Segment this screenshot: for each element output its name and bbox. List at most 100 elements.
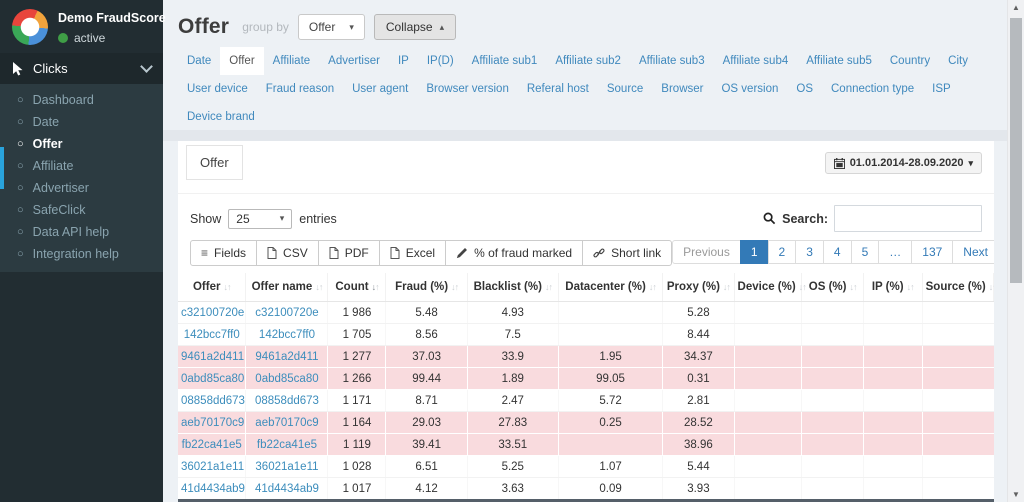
tab[interactable]: City [948, 55, 968, 67]
csv-button[interactable]: CSV [256, 240, 319, 266]
tab[interactable]: Browser version [426, 83, 509, 95]
tab[interactable]: Offer [220, 47, 264, 75]
datacenter-cell: 0.25 [558, 411, 664, 434]
entries-select[interactable]: 25 ▾ [228, 208, 293, 229]
offer-name-cell[interactable]: fb22ca41e5 [245, 433, 329, 456]
page-button[interactable]: … [878, 240, 913, 264]
sidebar-item[interactable]: ○ Data API help [0, 221, 163, 243]
count-cell: 1 705 [327, 323, 387, 346]
offer-cell[interactable]: 142bcc7ff0 [178, 323, 247, 346]
pdf-button[interactable]: PDF [317, 240, 380, 266]
column-header[interactable]: Fraud (%) ↓↑ [385, 273, 468, 302]
sidebar-section-clicks[interactable]: Clicks [0, 53, 163, 84]
offer-cell[interactable]: 41d4434ab9 [178, 477, 247, 500]
scroll-up-icon[interactable]: ▲ [1012, 3, 1020, 12]
column-header[interactable]: Device (%) ↓↑ [734, 273, 807, 302]
column-header[interactable]: Datacenter (%) ↓↑ [558, 273, 664, 302]
os-cell [801, 367, 864, 390]
sidebar-scroll-indicator[interactable] [0, 147, 4, 189]
column-header[interactable]: Blacklist (%) ↓↑ [467, 273, 559, 302]
date-range-button[interactable]: 01.01.2014-28.09.2020 ▾ [824, 152, 982, 174]
os-cell [801, 477, 864, 500]
offer-cell[interactable]: aeb70170c9 [178, 411, 247, 434]
offer-cell[interactable]: 9461a2d411 [178, 345, 247, 368]
sidebar-item[interactable]: ○ Integration help [0, 243, 163, 265]
page-button[interactable]: 5 [850, 240, 880, 264]
tab[interactable]: OS [796, 83, 813, 95]
tab[interactable]: Browser [661, 83, 704, 95]
offer-name-cell[interactable]: 142bcc7ff0 [245, 323, 329, 346]
page-button[interactable]: 3 [795, 240, 824, 264]
tab[interactable]: Connection type [831, 83, 915, 95]
column-header[interactable]: Count ↓↑ [327, 273, 387, 302]
offer-name-cell[interactable]: c32100720e [245, 301, 329, 324]
panel-card-tab[interactable]: Offer [186, 145, 243, 180]
tab[interactable]: Referal host [526, 83, 589, 95]
offer-name-cell[interactable]: 36021a1e11 [245, 455, 329, 478]
tab[interactable]: Date [187, 55, 212, 67]
tab[interactable]: ISP [932, 83, 951, 95]
sidebar-item[interactable]: ○ Offer [0, 133, 163, 155]
tab[interactable]: User device [187, 83, 248, 95]
tab[interactable]: Advertiser [328, 55, 380, 67]
tab[interactable]: Affiliate sub1 [471, 55, 538, 67]
page-scrollbar[interactable]: ▲ ▼ [1007, 0, 1024, 502]
page-button[interactable]: Next [952, 240, 994, 264]
offer-cell[interactable]: 0abd85ca80 [178, 367, 247, 390]
group-by-dropdown[interactable]: Offer ▾ [297, 14, 365, 40]
column-header[interactable]: Offer name ↓↑ [245, 273, 329, 302]
offer-cell[interactable]: 36021a1e11 [178, 455, 247, 478]
scroll-down-icon[interactable]: ▼ [1012, 490, 1020, 499]
offer-name-cell[interactable]: aeb70170c9 [245, 411, 329, 434]
offer-name-cell[interactable]: 41d4434ab9 [245, 477, 329, 500]
page-button[interactable]: 4 [822, 240, 852, 264]
sidebar-item[interactable]: ○ Advertiser [0, 177, 163, 199]
column-header[interactable]: Offer ↓↑ [178, 273, 247, 302]
sidebar-item-label: Date [32, 115, 60, 129]
caret-up-icon: ▴ [439, 21, 445, 32]
page-button[interactable]: Previous [672, 240, 741, 264]
offer-cell[interactable]: fb22ca41e5 [178, 433, 247, 456]
tab[interactable]: OS version [721, 83, 779, 95]
sidebar-item[interactable]: ○ SafeClick [0, 199, 163, 221]
tab[interactable]: Fraud reason [265, 83, 335, 95]
search-input[interactable] [834, 205, 982, 232]
column-header[interactable]: IP (%) ↓↑ [863, 273, 923, 302]
sort-icon: ↓↑ [544, 282, 553, 292]
tab[interactable]: Affiliate [272, 55, 311, 67]
tab[interactable]: Affiliate sub4 [722, 55, 789, 67]
tab[interactable]: Source [606, 83, 644, 95]
page-button[interactable]: 137 [911, 240, 954, 264]
page-button[interactable]: 2 [767, 240, 797, 264]
offer-name-cell[interactable]: 9461a2d411 [245, 345, 329, 368]
sidebar-item[interactable]: ○ Date [0, 111, 163, 133]
excel-button[interactable]: Excel [378, 240, 447, 266]
tab[interactable]: Affiliate sub3 [638, 55, 705, 67]
offer-cell[interactable]: 08858dd673 [178, 389, 247, 412]
page-button[interactable]: 1 [739, 240, 769, 264]
sidebar-item[interactable]: ○ Dashboard [0, 89, 163, 111]
collapse-button[interactable]: Collapse ▴ [373, 14, 457, 40]
tab[interactable]: IP(D) [426, 55, 454, 67]
offer-cell[interactable]: c32100720e [178, 301, 247, 324]
scrollbar-thumb[interactable] [1010, 18, 1022, 283]
tab[interactable]: Country [889, 55, 931, 67]
short-link-button[interactable]: Short link [582, 240, 673, 266]
column-header[interactable]: Source (%)↓↑ [922, 273, 994, 302]
app-logo [12, 9, 48, 45]
column-header[interactable]: OS (%) ↓↑ [801, 273, 864, 302]
column-header[interactable]: Proxy (%) ↓↑ [662, 273, 735, 302]
sidebar-item[interactable]: ○ Affiliate [0, 155, 163, 177]
tab[interactable]: User agent [352, 83, 409, 95]
offer-name-cell[interactable]: 08858dd673 [245, 389, 329, 412]
fraud-marked-button[interactable]: % of fraud marked [445, 240, 584, 266]
tab[interactable]: Affiliate sub5 [806, 55, 872, 67]
table-row: 08858dd673 08858dd673 1 171 8.71 2.47 5.… [178, 389, 994, 412]
tab[interactable]: IP [397, 55, 409, 67]
tab[interactable]: Device brand [187, 111, 255, 123]
fields-button[interactable]: ≡ Fields [190, 240, 258, 266]
radio-circle-icon: ○ [17, 203, 24, 216]
sidebar-menu: ○ Dashboard ○ Date ○ Offer ○ Affiliate ○… [0, 84, 163, 272]
offer-name-cell[interactable]: 0abd85ca80 [245, 367, 329, 390]
tab[interactable]: Affiliate sub2 [555, 55, 621, 67]
